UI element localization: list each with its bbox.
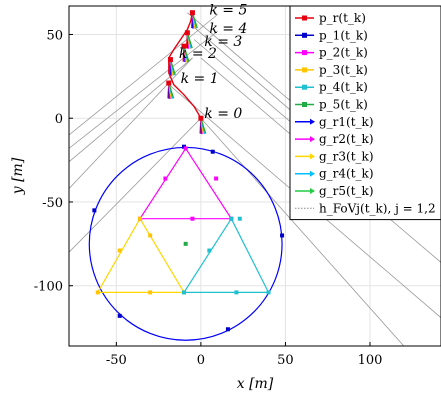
triangle-magenta (138, 148, 233, 220)
legend-arrowhead (310, 136, 315, 143)
legend-label: p_5(t_k) (319, 98, 368, 112)
legend-marker (302, 84, 307, 90)
legend-arrowhead (310, 188, 315, 194)
x-tick-label: -50 (106, 353, 127, 368)
y-tick-label: 0 (55, 112, 63, 127)
legend-marker (302, 50, 307, 56)
heading-arrow (183, 46, 190, 62)
k-label: k = 4 (209, 21, 247, 37)
legend-label: g_r2(t_k) (319, 132, 374, 146)
legend-label: h_FoVj(t_k), j = 1,2 (319, 201, 436, 215)
legend-label: g_r1(t_k) (319, 115, 374, 129)
legend-marker (302, 32, 307, 38)
triangle-cyan (182, 218, 270, 293)
p2-point (163, 176, 168, 181)
p1-point (117, 313, 122, 318)
x-axis-label: x [m] (237, 376, 274, 392)
trajectory (166, 10, 204, 121)
fov-line (69, 14, 219, 136)
p4-point (234, 290, 239, 295)
x-tick-label: 100 (358, 353, 383, 368)
legend-label: p_2(t_k) (319, 46, 368, 60)
legend-label: p_3(t_k) (319, 63, 368, 77)
p1-point (280, 233, 285, 238)
legend-marker (302, 15, 307, 21)
legend-label: p_1(t_k) (319, 28, 368, 42)
p1-point (92, 208, 97, 213)
fov-line (69, 30, 219, 149)
legend-box (289, 5, 441, 221)
p1-point (210, 149, 215, 154)
p3-point (95, 290, 100, 295)
p4-point (229, 216, 234, 221)
x-tick-label: 50 (277, 353, 294, 368)
axes-frame (68, 5, 441, 347)
legend-arrowhead (310, 153, 315, 160)
p1-point (225, 327, 230, 332)
k-label: k = 3 (204, 34, 242, 50)
trajectory-marker (198, 115, 204, 121)
trajectory-marker (189, 10, 195, 16)
k-label: k = 5 (209, 2, 247, 18)
k-label: k = 1 (181, 71, 219, 87)
tick-labels: -50 0 50 100 50 0 -50 -100 (34, 28, 383, 368)
legend-marker (302, 102, 307, 107)
fov-line (69, 117, 202, 253)
y-tick-label: 50 (46, 28, 63, 43)
legend-label: p_r(t_k) (319, 11, 366, 25)
legend-label: g_r4(t_k) (319, 167, 374, 181)
p2-point (183, 146, 188, 151)
k-label: k = 0 (204, 106, 242, 122)
legend-arrowhead (310, 118, 315, 125)
heading-arrow (186, 32, 193, 49)
fov-line (200, 117, 405, 346)
heading-arrows (167, 12, 207, 135)
trajectory-marker (166, 80, 172, 86)
p2-point (214, 176, 219, 181)
heading-arrow (200, 118, 207, 134)
k-label: k = 2 (179, 46, 217, 62)
p4-point (237, 216, 242, 221)
legend-label: p_4(t_k) (319, 80, 368, 94)
p4-point (266, 290, 271, 295)
formation-shapes (88, 144, 285, 341)
legend-label: g_r5(t_k) (319, 184, 374, 198)
y-tick-label: -100 (34, 280, 63, 295)
heading-arrow (168, 82, 175, 99)
y-axis-label: y [m] (10, 157, 26, 195)
p3-point (148, 233, 153, 238)
p2-point (190, 216, 195, 221)
legend-arrowhead (310, 170, 315, 177)
trajectory-marker (167, 57, 173, 63)
triangle-yellow (96, 218, 186, 293)
p4-point (207, 248, 212, 253)
p4-point (181, 290, 186, 295)
p3-point (117, 248, 122, 253)
trajectory-marker (184, 30, 190, 36)
p5-point (183, 241, 188, 246)
p3-point (148, 290, 153, 295)
x-tick-label: 0 (197, 353, 205, 368)
heading-arrow (169, 59, 176, 76)
p3-point (138, 216, 143, 221)
legend: p_r(t_k) p_1(t_k) p_2(t_k) p_3(t_k) p_4(t_k)… (289, 5, 441, 221)
heading-arrow (191, 12, 198, 29)
legend-label: g_r3(t_k) (319, 149, 374, 163)
y-tick-label: -50 (42, 196, 63, 211)
trajectory-marker (181, 43, 187, 49)
legend-marker (302, 67, 307, 73)
